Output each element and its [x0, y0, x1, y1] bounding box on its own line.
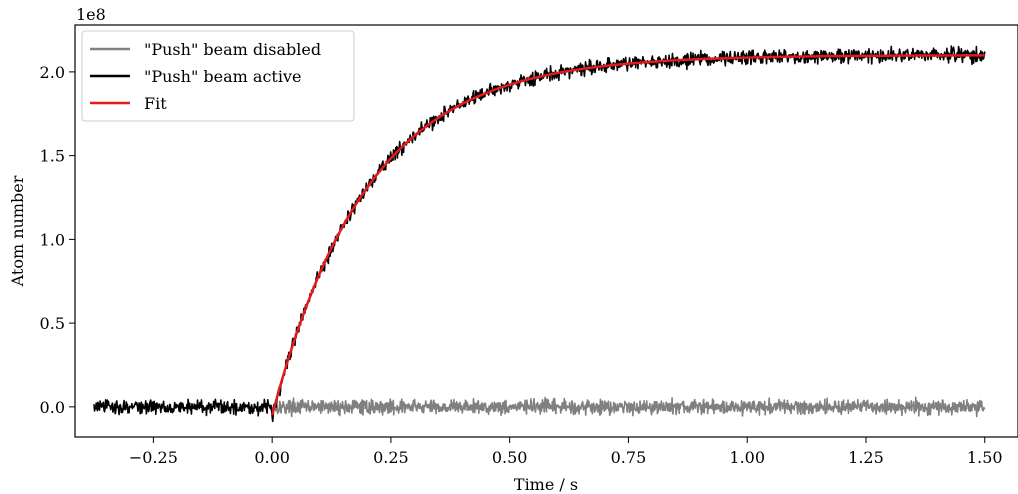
y-tick-label: 0.5 [40, 314, 65, 333]
series-line-fit [270, 54, 985, 416]
y-tick-label: 2.0 [40, 63, 65, 82]
plot-area [74, 24, 1018, 438]
series-layer [93, 45, 986, 423]
y-tick-label: 1.5 [40, 147, 65, 166]
legend-label-disabled: "Push" beam disabled [144, 40, 321, 59]
x-tick-label: 0.75 [611, 448, 647, 467]
x-axis-label: Time / s [514, 475, 578, 494]
axes-frame [74, 24, 1018, 438]
y-axis-ticks: 0.0 0.5 1.0 1.5 2.0 [40, 63, 75, 417]
y-tick-label: 1.0 [40, 230, 65, 249]
x-tick-label: 0.50 [492, 448, 528, 467]
y-offset-text: 1e8 [76, 5, 106, 24]
legend-label-fit: Fit [144, 94, 167, 113]
x-tick-label: 1.00 [729, 448, 765, 467]
x-tick-label: −0.25 [129, 448, 178, 467]
legend-label-active: "Push" beam active [144, 67, 301, 86]
x-axis-ticks: −0.25 0.00 0.25 0.50 0.75 1.00 1.25 1.50 [129, 437, 1003, 467]
x-tick-label: 1.25 [848, 448, 884, 467]
series-line-push-disabled [271, 396, 986, 418]
legend: "Push" beam disabled "Push" beam active … [81, 30, 355, 122]
y-axis-label: Atom number [8, 175, 27, 287]
x-tick-label: 1.50 [967, 448, 1003, 467]
y-tick-label: 0.0 [40, 398, 65, 417]
x-tick-label: 0.25 [373, 448, 409, 467]
legend-box [81, 30, 355, 122]
x-tick-label: 0.00 [254, 448, 290, 467]
series-line-push-active [93, 45, 986, 423]
